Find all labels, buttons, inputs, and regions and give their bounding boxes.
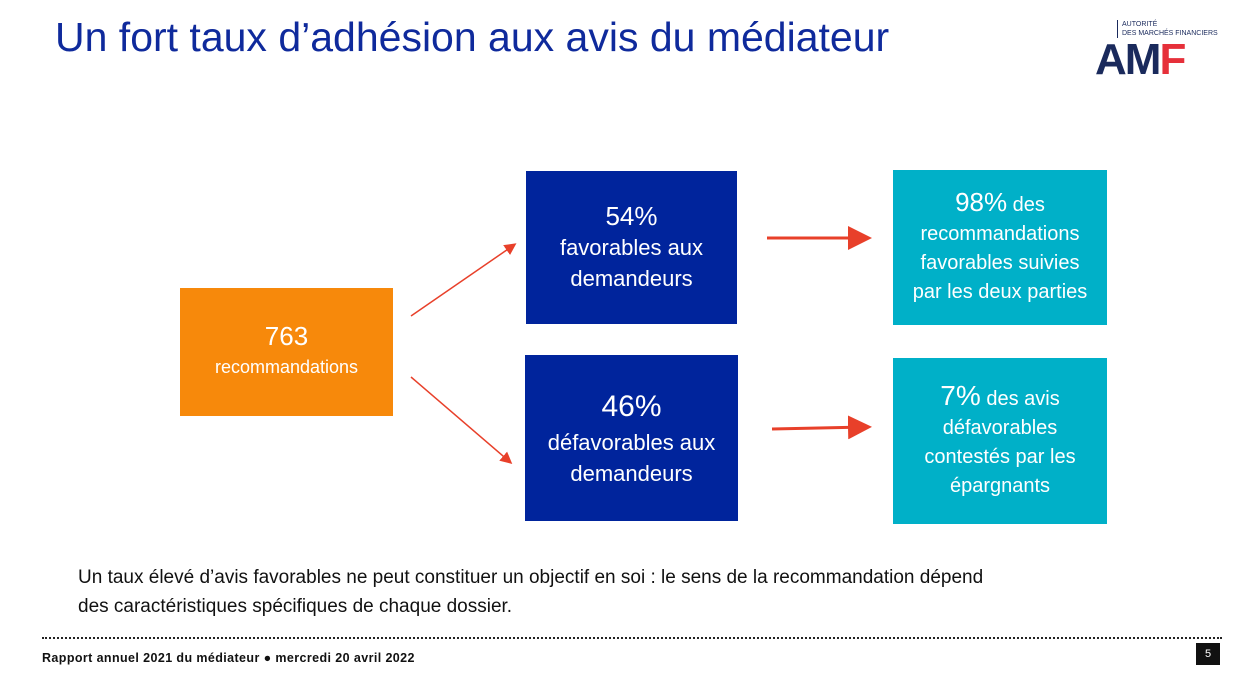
amf-logo: AUTORITÉ DES MARCHÉS FINANCIERS AMF (1095, 20, 1218, 84)
note-text: Un taux élevé d’avis favorables ne peut … (78, 567, 984, 617)
arrow-to-favorable (410, 243, 517, 317)
page-number: 5 (1196, 643, 1220, 665)
unfavorable-box: 46% défavorables aux demandeurs (525, 355, 738, 521)
arrow-unfavorable-result (771, 415, 872, 440)
footer-text: Rapport annuel 2021 du médiateur ● mercr… (42, 651, 415, 665)
arrow-to-unfavorable (410, 376, 513, 464)
favorable-result-box: 98% des recommandations favorables suivi… (893, 170, 1107, 325)
footer-divider (42, 637, 1222, 639)
unfavorable-result-box: 7% des avis défavorables contestés par l… (893, 358, 1107, 524)
total-recommendations-box: 763 recommandations (180, 288, 393, 416)
page-title: Un fort taux d’adhésion aux avis du médi… (55, 14, 890, 60)
favorable-box: 54% favorables aux demandeurs (526, 171, 737, 324)
